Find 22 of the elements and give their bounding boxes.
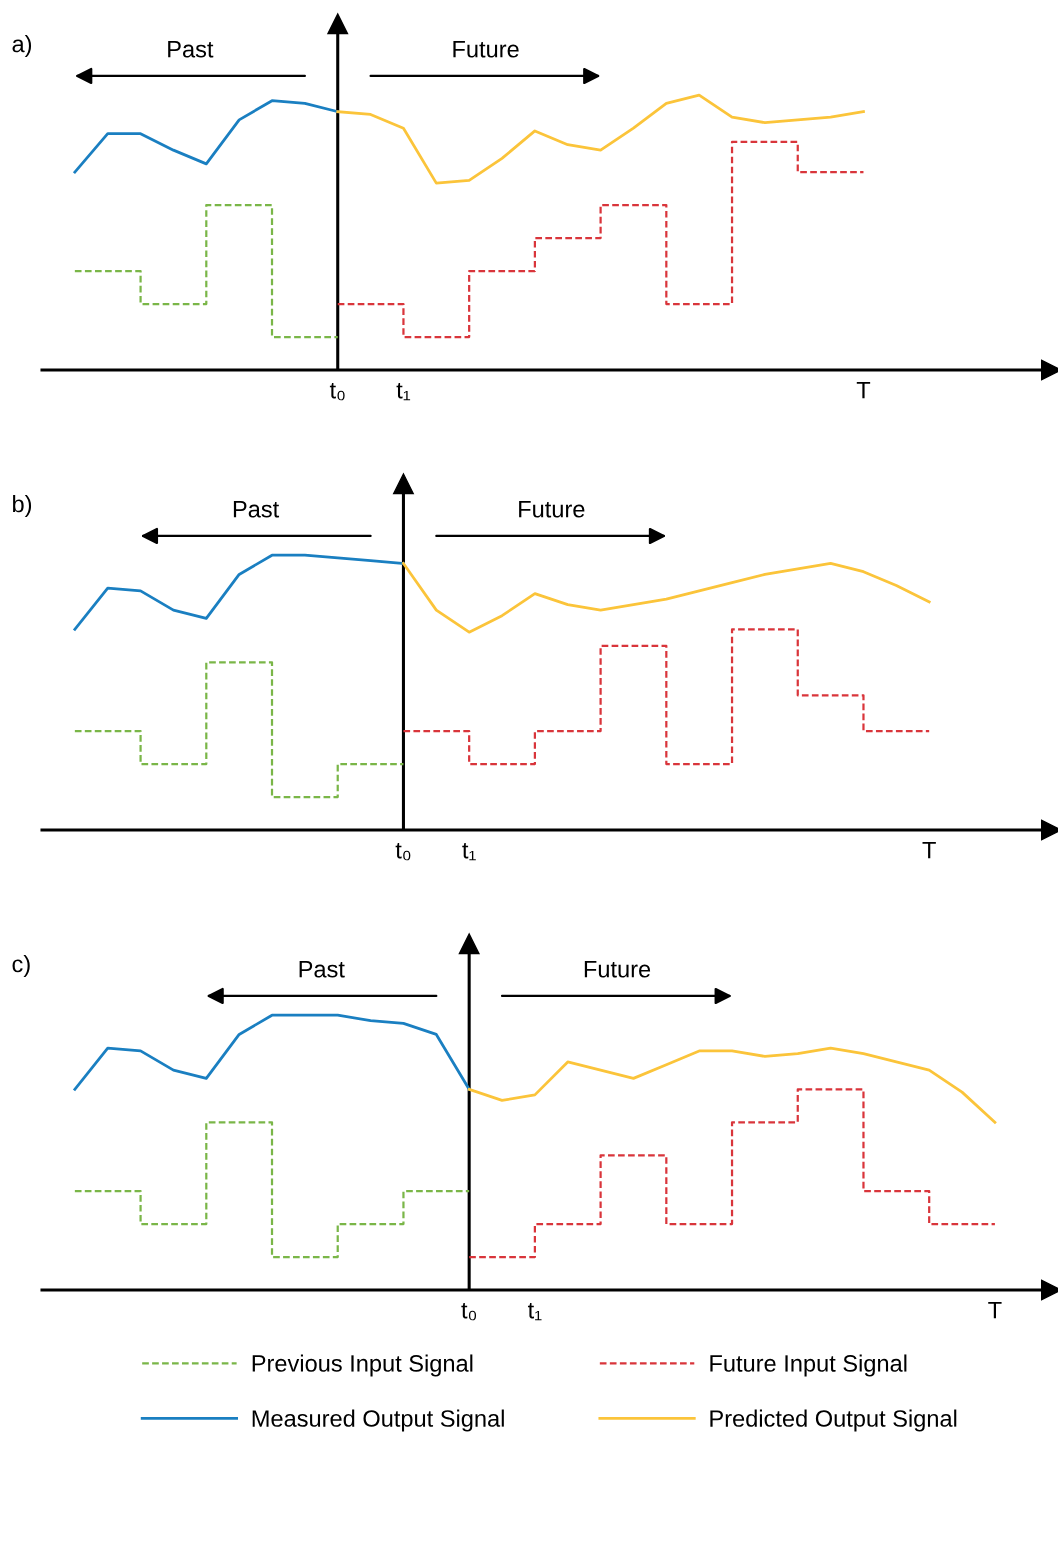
x-tick-label: t₁ xyxy=(527,1302,542,1321)
text: Past xyxy=(168,41,214,58)
text: Past xyxy=(299,961,345,978)
x-tick-label: t₀ xyxy=(329,382,345,401)
x-tick-label: t₁ xyxy=(462,842,476,861)
x-tick-label: t₀ xyxy=(395,842,411,861)
chart-title: c) xyxy=(12,954,30,977)
legend-label: Future Input Signal xyxy=(710,1354,907,1377)
x-tick-label: t₀ xyxy=(461,1302,477,1321)
chart-title: a) xyxy=(12,35,32,57)
x-tick-label: T xyxy=(856,381,871,399)
chart-title: b) xyxy=(13,495,32,517)
text: Future xyxy=(519,501,585,518)
x-tick-label: T xyxy=(988,1301,1002,1319)
text: Future xyxy=(453,41,519,58)
legend-label: Predicted Output Signal xyxy=(710,1409,957,1432)
legend-label: Measured Output Signal xyxy=(252,1409,504,1432)
x-tick-label: t₁ xyxy=(396,382,411,401)
x-tick-label: T xyxy=(922,841,936,859)
text: Future xyxy=(584,961,651,978)
legend-label: Previous Input Signal xyxy=(252,1354,473,1377)
text: Past xyxy=(233,501,280,518)
